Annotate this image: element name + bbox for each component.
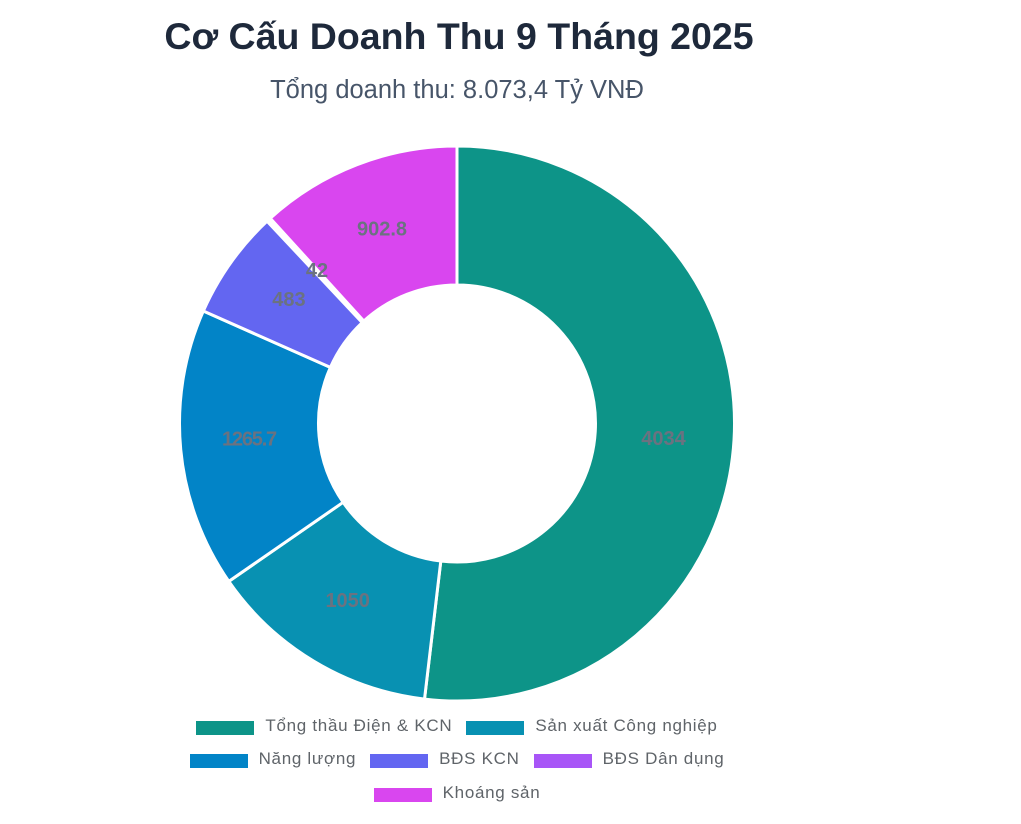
svg-text:42: 42 xyxy=(306,260,328,282)
svg-text:1265.7: 1265.7 xyxy=(222,429,277,451)
svg-text:483: 483 xyxy=(272,289,305,311)
svg-text:1050: 1050 xyxy=(325,590,370,612)
svg-text:902.8: 902.8 xyxy=(357,219,407,241)
svg-text:4034: 4034 xyxy=(641,428,686,450)
